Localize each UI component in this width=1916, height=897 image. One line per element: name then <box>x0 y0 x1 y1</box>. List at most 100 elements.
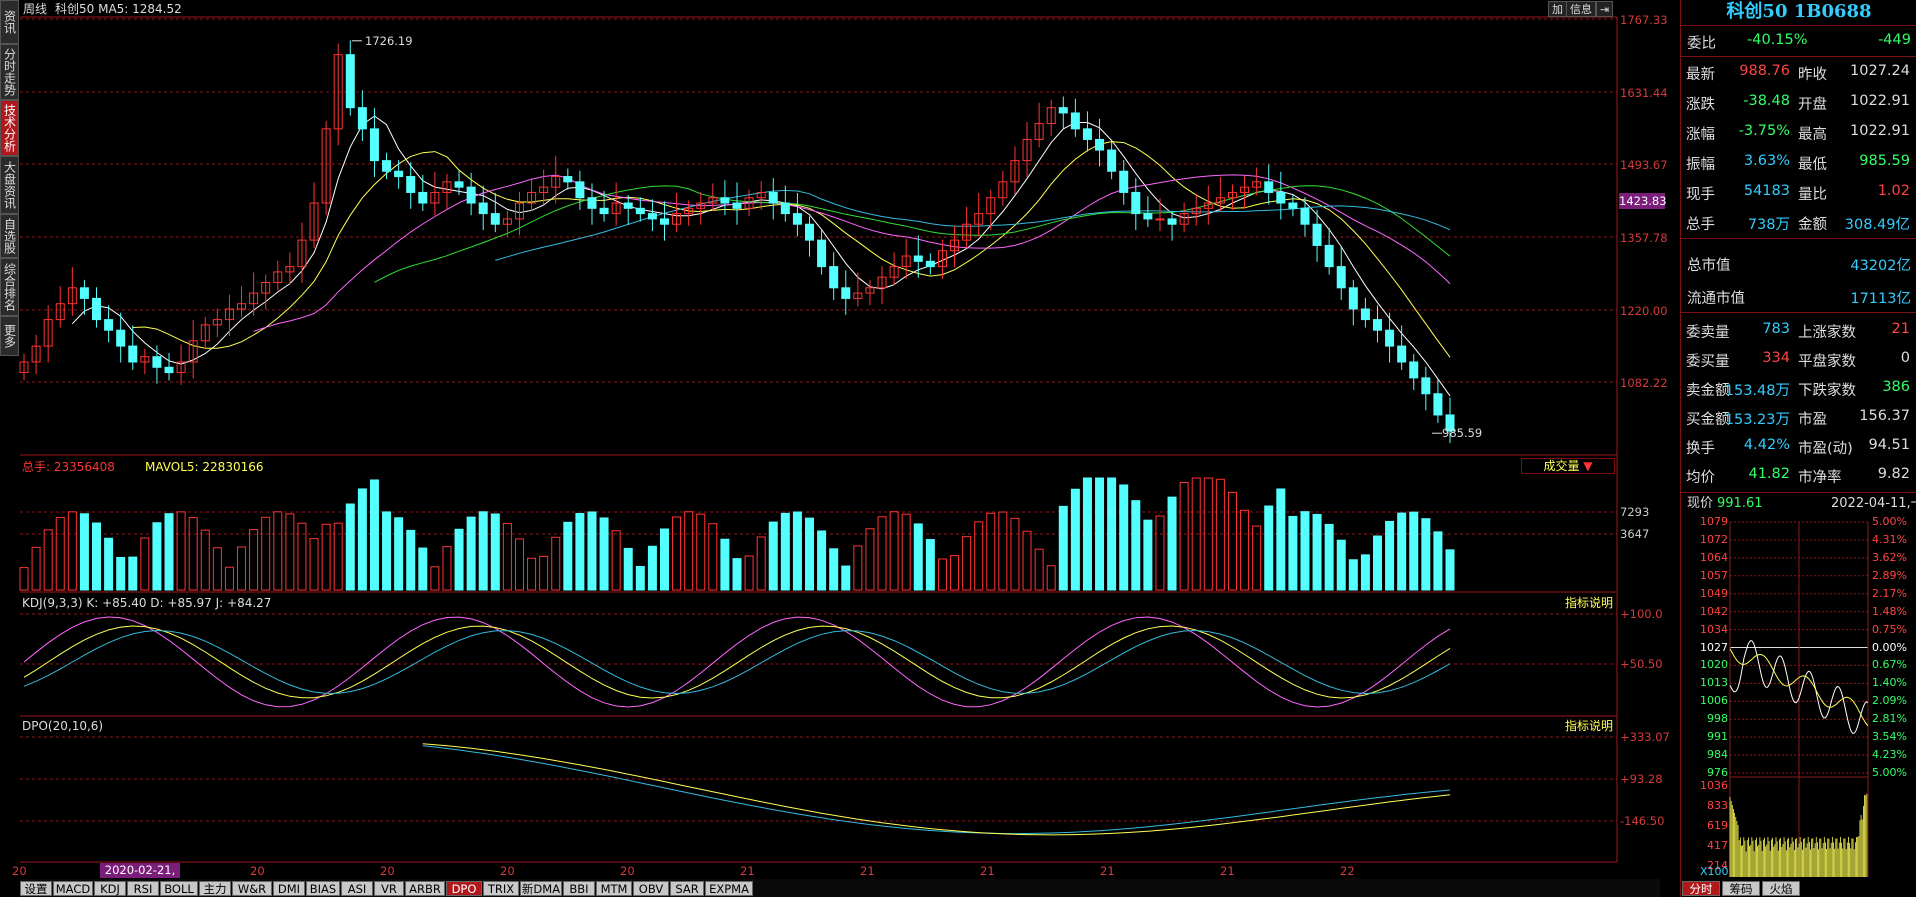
candle-body <box>1179 213 1189 225</box>
add-button[interactable]: 加 <box>1548 1 1567 17</box>
volume-bar <box>684 511 694 591</box>
volume-bar <box>1095 477 1105 591</box>
quote-l1: 委卖量 <box>1686 325 1730 341</box>
side-tab-timeshare[interactable]: 分时走势 <box>0 44 19 100</box>
side-tab-news[interactable]: 资讯 <box>0 0 19 44</box>
candle-body <box>357 107 367 130</box>
indicator-tab-sar[interactable]: SAR <box>670 881 704 896</box>
volume-bar <box>696 513 706 591</box>
indicator-tab-vr[interactable]: VR <box>374 881 404 896</box>
indicator-tab-obv[interactable]: OBV <box>633 881 669 896</box>
info-button[interactable]: 信息 <box>1566 1 1596 17</box>
side-tab-market-news[interactable]: 大盘资讯 <box>0 156 19 214</box>
x-axis-label: 22 <box>1340 864 1355 878</box>
volume-bar <box>913 523 923 591</box>
kdj-help-button[interactable]: 指标说明 <box>1565 596 1614 610</box>
volume-bar <box>1010 517 1020 591</box>
high-annotation: 1726.19 <box>365 34 413 48</box>
candle-body <box>514 202 524 220</box>
quote-v2: 1022.91 <box>1850 123 1910 139</box>
volume-bar <box>382 511 392 591</box>
candle-body <box>43 319 53 347</box>
indicator-tab-boll[interactable]: BOLL <box>160 881 198 896</box>
quote-v2: 0 <box>1900 350 1910 366</box>
mini-pct-tick: 0.75% <box>1872 622 1907 636</box>
mini-price-tick: 1049 <box>1700 586 1728 600</box>
volume-bar <box>176 511 186 591</box>
quote-l1: 涨幅 <box>1686 127 1715 143</box>
candle-body <box>1324 244 1334 268</box>
indicator-tab-trix[interactable]: TRIX <box>483 881 519 896</box>
side-tab-ranking[interactable]: 综合排名 <box>0 258 19 316</box>
volume-bar <box>43 529 53 591</box>
indicator-tab-bias[interactable]: BIAS <box>306 881 340 896</box>
quote-v2: 1.02 <box>1877 183 1910 199</box>
volume-bar <box>1179 481 1189 591</box>
indicator-tab-bbi[interactable]: BBI <box>563 881 595 896</box>
intraday-chart[interactable] <box>1680 515 1916 880</box>
indicator-tab-kdj[interactable]: KDJ <box>94 881 126 896</box>
volume-bar <box>67 511 77 591</box>
candle-body <box>1360 308 1370 321</box>
indicator-tab-主力[interactable]: 主力 <box>199 881 231 896</box>
volume-bar <box>200 529 210 591</box>
price-tick: 1357.78 <box>1620 231 1668 245</box>
candle-body <box>611 202 621 215</box>
volume-bar <box>116 556 126 591</box>
dpo-lines <box>422 743 1451 836</box>
indicator-tab-dmi[interactable]: DMI <box>273 881 305 896</box>
indicator-tab-mtm[interactable]: MTM <box>596 881 632 896</box>
side-tab-technical[interactable]: 技术分析 <box>0 100 19 156</box>
volume-bar <box>1191 477 1201 591</box>
indicator-tab-asi[interactable]: ASI <box>341 881 373 896</box>
candle-body <box>1119 170 1129 193</box>
side-tab-watchlist[interactable]: 自选股 <box>0 214 19 258</box>
indicator-tab-w&r[interactable]: W&R <box>232 881 272 896</box>
intraday-tab-0[interactable]: 分时 <box>1682 881 1720 896</box>
volume-ma-label: MAVOL5: 22830166 <box>145 460 264 474</box>
candle-body <box>212 319 222 326</box>
volume-bar <box>708 523 718 591</box>
indicator-tab-arbr[interactable]: ARBR <box>405 881 445 896</box>
indicator-tab-expma[interactable]: EXPMA <box>705 881 753 896</box>
volume-bar <box>1409 511 1419 591</box>
indicator-tab-rsi[interactable]: RSI <box>127 881 159 896</box>
quote-l2: 平盘家数 <box>1798 354 1856 370</box>
volume-bar <box>1300 511 1310 591</box>
candle-body <box>1348 287 1358 310</box>
volume-bar <box>925 539 935 591</box>
indicator-tab-新dma[interactable]: 新DMA <box>520 881 562 896</box>
quote-v1: 3.63% <box>1743 153 1790 169</box>
chart-canvas[interactable] <box>0 0 1680 897</box>
indicator-tab-macd[interactable]: MACD <box>53 881 93 896</box>
volume-bar <box>164 513 174 591</box>
exit-icon[interactable]: ⇥ <box>1596 1 1614 17</box>
candle-body <box>1155 218 1165 221</box>
volume-bar <box>140 537 150 591</box>
intraday-tab-1[interactable]: 筹码 <box>1722 881 1760 896</box>
volume-bar <box>986 512 996 591</box>
candle-body <box>901 255 911 268</box>
volume-bar <box>889 511 899 591</box>
candle-body <box>1022 138 1032 162</box>
volume-bar <box>1433 531 1443 591</box>
volume-bar <box>974 521 984 591</box>
volume-bar <box>345 503 355 591</box>
mini-pct-tick: 3.54% <box>1872 730 1907 744</box>
volume-bar <box>1119 484 1129 591</box>
mini-price-tick: 1013 <box>1700 676 1728 690</box>
mini-pct-tick: 1.40% <box>1872 676 1907 690</box>
volume-bar <box>1240 509 1250 591</box>
side-tab-more[interactable]: 更多 <box>0 316 19 356</box>
candle-body <box>1034 123 1044 140</box>
candle-body <box>1082 128 1092 140</box>
kdj-line-d <box>23 629 1451 695</box>
now-label: 现价 <box>1687 496 1714 511</box>
kdj-line-k <box>23 625 1451 699</box>
intraday-tab-2[interactable]: 火焰 <box>1762 881 1800 896</box>
volume-selector[interactable]: 成交量 ▼ <box>1521 458 1615 474</box>
volume-bar <box>128 556 138 591</box>
indicator-tab-设置[interactable]: 设置 <box>20 881 52 896</box>
indicator-tab-dpo[interactable]: DPO <box>446 881 482 896</box>
dpo-help-button[interactable]: 指标说明 <box>1565 719 1614 733</box>
